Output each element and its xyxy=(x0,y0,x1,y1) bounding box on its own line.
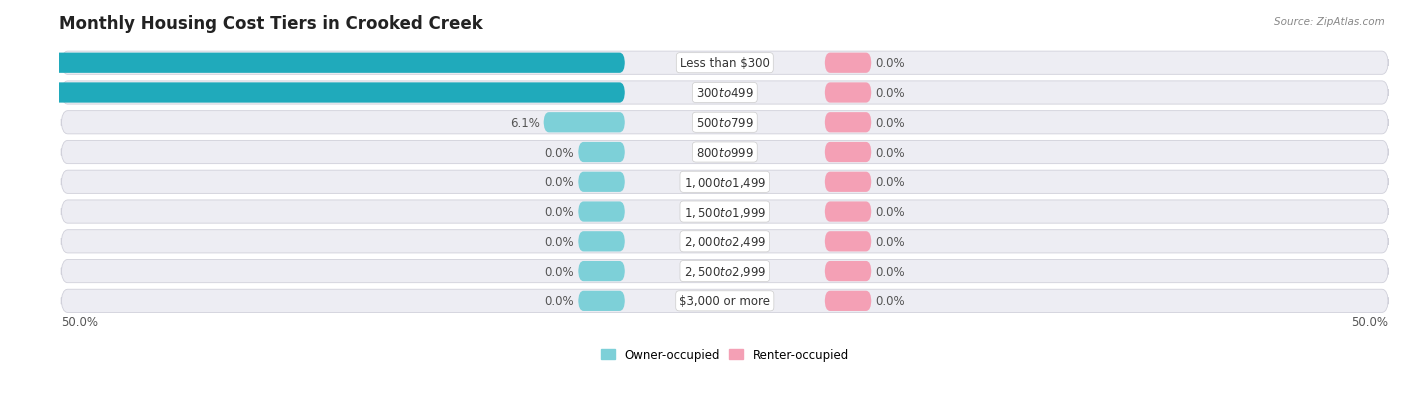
Text: 50.0%: 50.0% xyxy=(62,316,98,328)
Text: $2,000 to $2,499: $2,000 to $2,499 xyxy=(683,235,766,249)
FancyBboxPatch shape xyxy=(825,113,872,133)
Legend: Owner-occupied, Renter-occupied: Owner-occupied, Renter-occupied xyxy=(596,344,853,366)
Text: 6.1%: 6.1% xyxy=(510,116,540,129)
FancyBboxPatch shape xyxy=(62,260,1388,283)
Text: $2,500 to $2,999: $2,500 to $2,999 xyxy=(683,264,766,278)
FancyBboxPatch shape xyxy=(544,113,624,133)
FancyBboxPatch shape xyxy=(62,230,1388,253)
FancyBboxPatch shape xyxy=(825,142,872,163)
FancyBboxPatch shape xyxy=(825,291,872,311)
FancyBboxPatch shape xyxy=(578,172,624,192)
FancyBboxPatch shape xyxy=(62,141,1388,164)
Text: 0.0%: 0.0% xyxy=(544,294,574,308)
FancyBboxPatch shape xyxy=(62,52,1388,75)
FancyBboxPatch shape xyxy=(62,82,1388,105)
Text: $3,000 or more: $3,000 or more xyxy=(679,294,770,308)
FancyBboxPatch shape xyxy=(825,232,872,252)
FancyBboxPatch shape xyxy=(578,261,624,282)
Text: $300 to $499: $300 to $499 xyxy=(696,87,754,100)
FancyBboxPatch shape xyxy=(0,83,624,103)
Text: 0.0%: 0.0% xyxy=(876,57,905,70)
Text: 0.0%: 0.0% xyxy=(876,176,905,189)
FancyBboxPatch shape xyxy=(0,53,624,74)
Text: $500 to $799: $500 to $799 xyxy=(696,116,754,129)
FancyBboxPatch shape xyxy=(825,261,872,282)
Text: $1,500 to $1,999: $1,500 to $1,999 xyxy=(683,205,766,219)
Text: Source: ZipAtlas.com: Source: ZipAtlas.com xyxy=(1274,17,1385,26)
FancyBboxPatch shape xyxy=(578,142,624,163)
Text: 0.0%: 0.0% xyxy=(876,87,905,100)
Text: 0.0%: 0.0% xyxy=(544,206,574,218)
FancyBboxPatch shape xyxy=(578,232,624,252)
Text: $1,000 to $1,499: $1,000 to $1,499 xyxy=(683,176,766,189)
Text: Monthly Housing Cost Tiers in Crooked Creek: Monthly Housing Cost Tiers in Crooked Cr… xyxy=(59,15,482,33)
Text: 0.0%: 0.0% xyxy=(544,265,574,278)
Text: $800 to $999: $800 to $999 xyxy=(696,146,754,159)
Text: 50.0%: 50.0% xyxy=(1351,316,1388,328)
Text: 0.0%: 0.0% xyxy=(876,235,905,248)
Text: 0.0%: 0.0% xyxy=(544,146,574,159)
FancyBboxPatch shape xyxy=(825,53,872,74)
FancyBboxPatch shape xyxy=(62,290,1388,313)
Text: 0.0%: 0.0% xyxy=(876,294,905,308)
Text: 0.0%: 0.0% xyxy=(876,265,905,278)
FancyBboxPatch shape xyxy=(62,112,1388,135)
Text: 46.9%: 46.9% xyxy=(6,87,46,100)
FancyBboxPatch shape xyxy=(825,83,872,103)
Text: 0.0%: 0.0% xyxy=(876,146,905,159)
Text: Less than $300: Less than $300 xyxy=(681,57,769,70)
FancyBboxPatch shape xyxy=(825,172,872,192)
FancyBboxPatch shape xyxy=(62,171,1388,194)
Text: 0.0%: 0.0% xyxy=(876,116,905,129)
Text: 0.0%: 0.0% xyxy=(544,176,574,189)
Text: 0.0%: 0.0% xyxy=(876,206,905,218)
FancyBboxPatch shape xyxy=(578,202,624,222)
Text: 0.0%: 0.0% xyxy=(544,235,574,248)
FancyBboxPatch shape xyxy=(825,202,872,222)
FancyBboxPatch shape xyxy=(62,200,1388,223)
FancyBboxPatch shape xyxy=(578,291,624,311)
Text: 46.9%: 46.9% xyxy=(6,57,46,70)
